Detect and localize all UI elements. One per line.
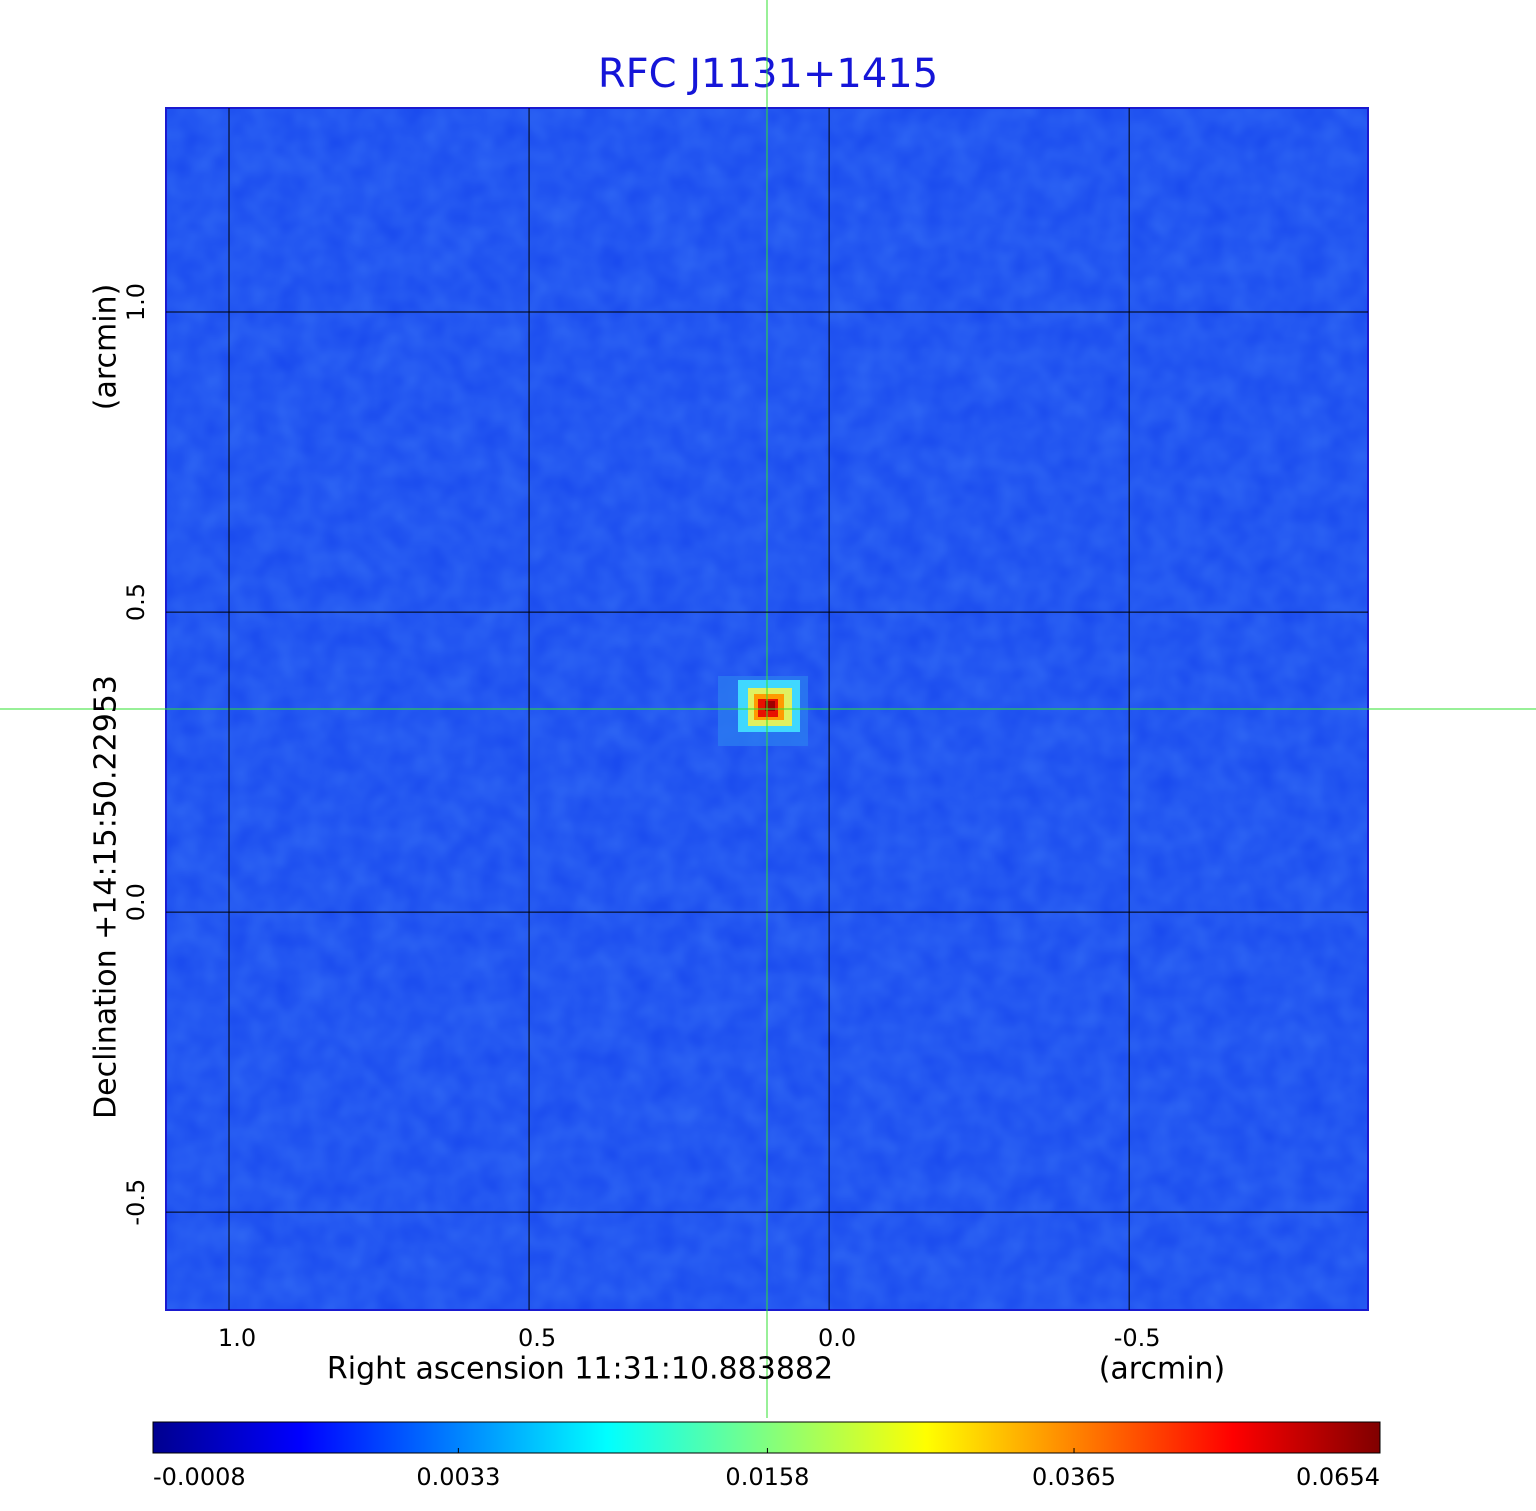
x-axis-label: Right ascension 11:31:10.883882 bbox=[327, 1352, 833, 1387]
colorbar-tick-label: 0.0033 bbox=[416, 1463, 500, 1491]
y-tick-label: 0.0 bbox=[122, 883, 150, 921]
y-axis-unit: (arcmin) bbox=[89, 284, 124, 411]
y-axis-label: Declination +14:15:50.22953 bbox=[89, 675, 124, 1119]
colorbar-tick-label: 0.0158 bbox=[725, 1463, 809, 1491]
y-tick-label: 0.5 bbox=[122, 583, 150, 621]
chart-title: RFC J1131+1415 bbox=[598, 51, 938, 97]
colorbar-tick-label: -0.0008 bbox=[153, 1463, 246, 1491]
x-tick-label: 1.0 bbox=[218, 1324, 256, 1352]
colorbar bbox=[152, 1421, 1381, 1454]
source bbox=[718, 676, 808, 746]
x-axis-unit: (arcmin) bbox=[1099, 1352, 1226, 1387]
colorbar-tick-label: 0.0654 bbox=[1296, 1463, 1380, 1491]
x-tick-label: 0.5 bbox=[518, 1324, 556, 1352]
y-tick-label: 1.0 bbox=[122, 283, 150, 321]
x-tick-label: 0.0 bbox=[818, 1324, 856, 1352]
colorbar-tick-label: 0.0365 bbox=[1032, 1463, 1116, 1491]
y-tick-label: -0.5 bbox=[122, 1179, 150, 1226]
x-tick-label: -0.5 bbox=[1114, 1324, 1161, 1352]
